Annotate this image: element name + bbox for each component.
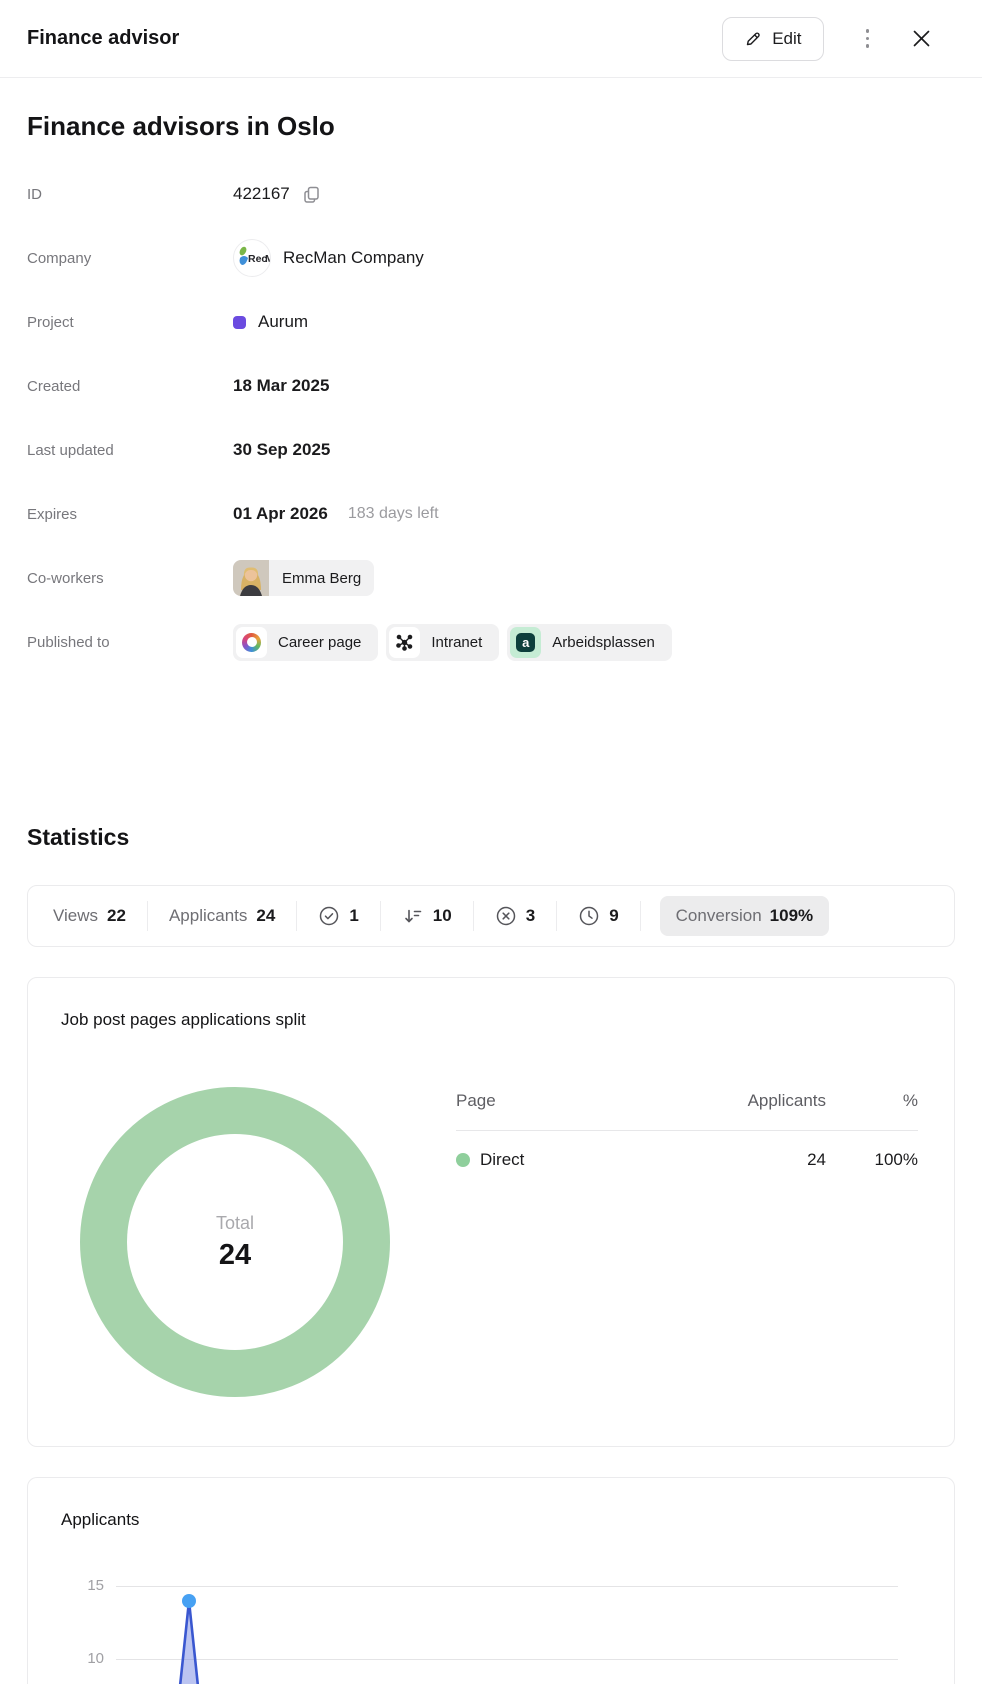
header-actions: Edit bbox=[722, 16, 932, 61]
channel-label: Intranet bbox=[431, 633, 483, 651]
applicants-spike bbox=[178, 1594, 200, 1684]
field-label: Expires bbox=[27, 505, 78, 523]
y-tick-10: 10 bbox=[87, 1650, 104, 1667]
donut-chart: Total 24 bbox=[80, 1087, 390, 1397]
split-table-header: Page Applicants % bbox=[456, 1091, 918, 1110]
copy-icon[interactable] bbox=[301, 184, 322, 205]
line-chart: 15 10 bbox=[87, 1577, 898, 1684]
arbeidsplassen-icon: a bbox=[510, 626, 542, 658]
field-label: Co-workers bbox=[27, 569, 104, 587]
company-name: RecMan Company bbox=[283, 248, 424, 267]
x-circle-icon bbox=[495, 905, 517, 927]
intranet-icon bbox=[389, 626, 421, 658]
donut-center-label: Total bbox=[215, 1212, 255, 1233]
field-label: Company bbox=[27, 249, 92, 267]
stat-views: Views 22 bbox=[32, 901, 148, 931]
channel-label: Arbeidsplassen bbox=[552, 633, 655, 651]
gridline-15 bbox=[116, 1586, 898, 1587]
close-icon[interactable] bbox=[911, 28, 932, 49]
project-name: Aurum bbox=[258, 312, 309, 331]
pencil-icon bbox=[744, 30, 762, 48]
y-tick-15: 15 bbox=[87, 1577, 104, 1594]
panel-title: Finance advisor bbox=[27, 27, 180, 49]
field-row-published-to: Published to Career page bbox=[27, 610, 955, 674]
field-label: ID bbox=[27, 185, 42, 203]
gridline-10 bbox=[116, 1659, 898, 1660]
page-title: Finance advisors in Oslo bbox=[27, 111, 335, 141]
sort-descending-icon bbox=[402, 905, 424, 927]
applicants-card-title: Applicants bbox=[61, 1510, 140, 1529]
field-label: Created bbox=[27, 377, 81, 395]
more-options-button[interactable] bbox=[860, 23, 876, 54]
details-list: ID 422167 Company bbox=[27, 162, 955, 674]
career-page-icon bbox=[236, 626, 267, 658]
split-card-title: Job post pages applications split bbox=[61, 1010, 306, 1029]
created-date: 18 Mar 2025 bbox=[233, 376, 330, 395]
channel-chip-arbeidsplassen[interactable]: a Arbeidsplassen bbox=[507, 623, 672, 661]
stat-qualified: 1 bbox=[297, 901, 381, 931]
svg-text:Rec: Rec bbox=[248, 253, 267, 265]
stat-ranked: 10 bbox=[381, 901, 474, 931]
field-row-company: Company Rec M RecMan Company bbox=[27, 226, 955, 290]
page-name: Direct bbox=[480, 1150, 525, 1169]
stat-rejected: 3 bbox=[474, 901, 558, 931]
company-logo: Rec M bbox=[233, 239, 271, 277]
channel-chip-intranet[interactable]: Intranet bbox=[386, 623, 500, 661]
last-updated-date: 30 Sep 2025 bbox=[233, 440, 331, 459]
panel-header: Finance advisor Edit bbox=[0, 0, 982, 78]
stat-applicants: Applicants 24 bbox=[148, 901, 298, 931]
job-id-value: 422167 bbox=[233, 184, 290, 203]
field-row-coworkers: Co-workers Emma Berg bbox=[27, 546, 955, 610]
series-color-dot bbox=[456, 1153, 470, 1167]
field-label: Project bbox=[27, 313, 74, 331]
coworker-name: Emma Berg bbox=[282, 569, 362, 587]
field-row-id: ID 422167 bbox=[27, 162, 955, 226]
divider bbox=[456, 1130, 918, 1131]
data-point-dot bbox=[182, 1594, 196, 1608]
row-applicants: 24 bbox=[807, 1150, 826, 1169]
field-row-last-updated: Last updated 30 Sep 2025 bbox=[27, 418, 955, 482]
coworker-chip[interactable]: Emma Berg bbox=[233, 560, 375, 596]
stat-pending: 9 bbox=[557, 901, 641, 931]
field-row-project: Project Aurum bbox=[27, 290, 955, 354]
avatar bbox=[233, 560, 269, 596]
edit-button-label: Edit bbox=[772, 28, 802, 48]
row-percent: 100% bbox=[874, 1150, 918, 1169]
table-row: Direct 24 100% bbox=[456, 1131, 918, 1189]
field-row-created: Created 18 Mar 2025 bbox=[27, 354, 955, 418]
days-left-note: 183 days left bbox=[347, 505, 439, 522]
statistics-summary-bar: Views 22 Applicants 24 1 bbox=[27, 885, 955, 947]
channel-chip-career-page[interactable]: Career page bbox=[233, 623, 379, 661]
statistics-heading: Statistics bbox=[27, 824, 130, 850]
channel-label: Career page bbox=[278, 633, 362, 651]
clock-icon bbox=[578, 905, 600, 927]
field-label: Published to bbox=[27, 633, 110, 651]
svg-text:M: M bbox=[265, 253, 270, 265]
donut-center-value: 24 bbox=[218, 1238, 252, 1271]
applications-split-card: Job post pages applications split Total … bbox=[27, 977, 955, 1447]
project-color-swatch bbox=[233, 315, 246, 329]
check-circle-icon bbox=[318, 905, 340, 927]
conversion-badge: Conversion 109% bbox=[659, 896, 830, 936]
edit-button[interactable]: Edit bbox=[722, 16, 824, 61]
expires-date: 01 Apr 2026 bbox=[233, 504, 328, 523]
field-row-expires: Expires 01 Apr 2026 183 days left bbox=[27, 482, 955, 546]
applicants-chart-card: Applicants 15 10 bbox=[27, 1477, 955, 1684]
split-table: Page Applicants % Direct 24 100% bbox=[456, 1084, 918, 1189]
field-label: Last updated bbox=[27, 441, 114, 459]
